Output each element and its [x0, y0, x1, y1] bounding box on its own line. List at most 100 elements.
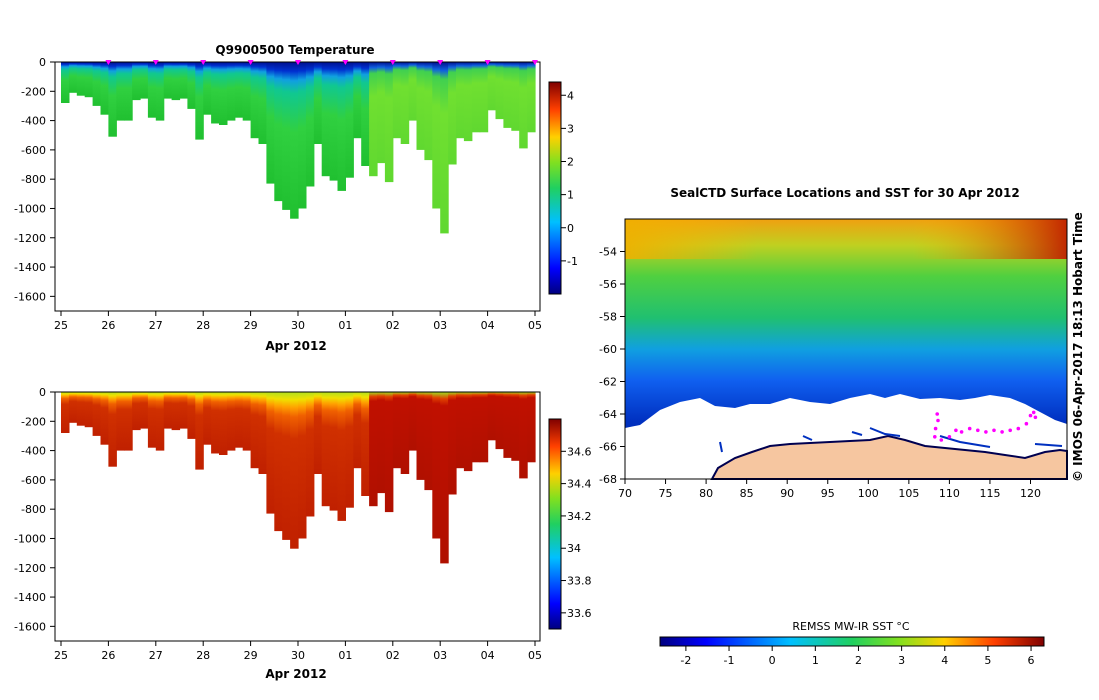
profile-column — [487, 392, 497, 441]
longitude-tick-label: 115 — [979, 487, 1000, 500]
profile-column — [84, 62, 94, 98]
profile-column — [463, 62, 473, 142]
time-tick-label: 03 — [433, 649, 447, 662]
salinity-depth-axis: 0 -200 -400 -600 -800 -1000 -1200 -1400 -1600 — [14, 386, 55, 633]
sst-longitude-axis: 70 75 80 85 90 95 100 105 110 115 120 — [618, 479, 1041, 500]
depth-tick-label: -800 — [21, 503, 46, 516]
seal-track — [933, 410, 1038, 442]
colorbar-tick-label: 3 — [567, 122, 574, 135]
time-tick-label: 28 — [196, 319, 210, 332]
seal-track-point — [933, 435, 937, 439]
sst-colorbar-tick-label: 3 — [898, 654, 905, 667]
profile-column — [487, 62, 497, 111]
sst-colorbar-ticks: -2 -1 0 1 2 3 4 5 6 — [680, 646, 1035, 667]
latitude-tick-label: -66 — [599, 441, 617, 454]
time-tick-label: 01 — [338, 319, 352, 332]
profile-column — [329, 392, 339, 511]
profile-column — [250, 392, 260, 469]
profile-column — [400, 392, 410, 474]
seal-track-point — [1024, 421, 1029, 426]
seal-track-point — [1008, 428, 1012, 433]
time-tick-label: 26 — [101, 649, 115, 662]
depth-tick-label: -1000 — [14, 202, 46, 215]
salinity-colorbar-ticks: 33.6 33.8 34 34.2 34.4 34.6 — [561, 445, 592, 620]
temperature-profiles — [61, 62, 536, 234]
surfacing-marker — [389, 60, 396, 65]
profile-column — [440, 62, 449, 234]
profile-column — [266, 392, 275, 514]
profile-column — [282, 62, 291, 210]
sst-colorbar-tick-label: 1 — [812, 654, 819, 667]
longitude-tick-label: 75 — [659, 487, 673, 500]
profile-column — [424, 392, 433, 491]
profile-column — [258, 62, 267, 144]
longitude-tick-label: 85 — [740, 487, 754, 500]
profile-column — [345, 62, 354, 178]
time-tick-label: 05 — [528, 649, 542, 662]
profile-column — [203, 62, 212, 115]
longitude-tick-label: 80 — [699, 487, 713, 500]
ice-edge-fragments — [719, 427, 1063, 453]
longitude-tick-label: 90 — [780, 487, 794, 500]
surfacing-marker — [200, 60, 207, 65]
seal-track-point — [1000, 430, 1004, 434]
profile-column — [100, 62, 109, 115]
sst-latitude-axis: -54 -56 -58 -60 -62 -64 -66 -68 — [599, 246, 625, 486]
latitude-tick-label: -62 — [599, 376, 617, 389]
profile-column — [100, 392, 109, 445]
profile-column — [92, 62, 102, 106]
profile-column — [313, 62, 323, 144]
sst-colorbar-label: REMSS MW-IR SST °C — [792, 620, 910, 633]
profile-column — [392, 392, 402, 469]
latitude-tick-label: -58 — [599, 311, 617, 324]
time-tick-label: 25 — [54, 649, 68, 662]
colorbar-tick-label: -1 — [567, 255, 578, 268]
profile-column — [76, 392, 86, 426]
longitude-tick-label: 110 — [939, 487, 960, 500]
latitude-tick-label: -64 — [599, 408, 617, 421]
time-tick-label: 04 — [481, 319, 495, 332]
time-tick-label: 30 — [291, 649, 305, 662]
profile-column — [274, 392, 283, 532]
profile-column — [226, 392, 236, 451]
depth-tick-label: -600 — [21, 474, 46, 487]
profile-column — [219, 392, 228, 455]
profile-column — [163, 392, 173, 429]
profile-column — [203, 392, 212, 445]
time-tick-label: 02 — [386, 649, 400, 662]
depth-tick-label: -1400 — [14, 591, 46, 604]
sst-field-warm-overlay — [625, 219, 1067, 259]
profile-column — [250, 62, 260, 139]
latitude-tick-label: -54 — [599, 246, 617, 259]
profile-column — [132, 392, 141, 431]
sst-colorbar-tick-label: 0 — [769, 654, 776, 667]
longitude-tick-label: 95 — [821, 487, 835, 500]
profile-column — [479, 392, 489, 463]
sst-map-title: SealCTD Surface Locations and SST for 30… — [670, 186, 1019, 200]
profile-column — [337, 62, 346, 191]
seal-track-point — [933, 426, 938, 431]
profile-column — [116, 62, 125, 121]
time-tick-label: 03 — [433, 319, 447, 332]
profile-column — [298, 392, 307, 539]
profile-column — [179, 62, 188, 99]
colorbar-tick-label: 2 — [567, 156, 574, 169]
temperature-panel-title: Q9900500 Temperature — [215, 43, 374, 57]
profile-column — [242, 62, 252, 121]
sst-colorbar-tick-label: 4 — [941, 654, 948, 667]
sst-map-panel: SealCTD Surface Locations and SST for 30… — [599, 186, 1085, 667]
profile-column — [456, 62, 465, 139]
profile-column — [503, 62, 512, 128]
seal-track-point — [1033, 415, 1038, 420]
profile-column — [219, 62, 228, 125]
profile-column — [187, 392, 196, 439]
profile-column — [448, 62, 457, 165]
colorbar-tick-label: 33.6 — [567, 607, 592, 620]
salinity-time-axis: 25 26 27 28 29 30 01 02 03 04 05 — [54, 641, 542, 662]
profile-column — [511, 392, 520, 461]
depth-tick-label: -1600 — [14, 620, 46, 633]
latitude-tick-label: -68 — [599, 473, 617, 486]
surfacing-marker — [342, 60, 349, 65]
profile-column — [92, 392, 102, 436]
